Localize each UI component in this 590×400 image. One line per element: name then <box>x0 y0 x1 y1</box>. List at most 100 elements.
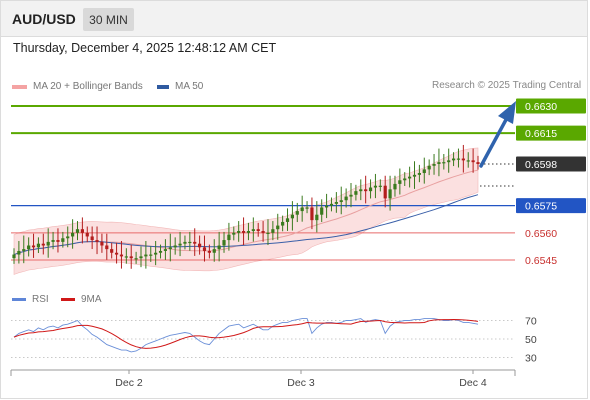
candle-body <box>290 214 294 219</box>
candle <box>251 217 255 242</box>
level-label-resistance: 0.6615 <box>525 128 557 140</box>
candle-body <box>315 214 319 221</box>
candle-body <box>310 207 314 221</box>
candle-body <box>139 256 143 259</box>
candle <box>124 248 128 264</box>
candle <box>193 228 197 256</box>
candle <box>90 226 94 250</box>
candle-body <box>119 254 124 257</box>
candle-body <box>212 249 216 253</box>
candle <box>237 221 241 242</box>
candle-body <box>373 185 378 188</box>
candle-body <box>393 183 397 190</box>
candle <box>149 246 153 262</box>
copyright-text: Research © 2025 Trading Central <box>432 80 582 91</box>
datetime-label: Thursday, December 4, 2025 12:48:12 AM C… <box>13 41 277 55</box>
candle-body <box>461 158 465 161</box>
candle-body <box>437 162 441 164</box>
candle-body <box>451 158 456 161</box>
candle-body <box>246 231 251 233</box>
candle-body <box>256 229 260 232</box>
candle <box>427 159 431 176</box>
candle <box>241 217 246 246</box>
candle-body <box>158 250 163 253</box>
rsi-tick-label: 70 <box>525 316 537 328</box>
level-label-support: 0.6560 <box>525 228 557 240</box>
candle <box>393 175 397 197</box>
candle <box>41 233 45 255</box>
candle-body <box>383 185 387 199</box>
candle <box>417 164 421 183</box>
candle-body <box>178 243 182 246</box>
candle-body <box>163 249 168 251</box>
candle <box>300 195 304 222</box>
candle-body <box>227 234 231 241</box>
candle <box>12 248 16 264</box>
candle <box>261 221 265 242</box>
candle-body <box>193 241 197 244</box>
candle <box>173 237 177 255</box>
candle-body <box>466 160 470 162</box>
legend-ma9: 9MA <box>61 294 102 305</box>
candle <box>354 184 358 201</box>
candle <box>114 242 119 264</box>
candle-body <box>388 189 392 199</box>
x-tick-label: Dec 3 <box>287 377 315 389</box>
candle-body <box>398 180 402 184</box>
candle <box>61 231 65 248</box>
timeframe-badge[interactable]: 30 MIN <box>83 8 134 31</box>
candle <box>344 188 348 208</box>
candle <box>232 226 236 241</box>
forecast-arrow-shaft <box>479 114 510 168</box>
candle <box>17 240 21 264</box>
candle <box>266 219 270 246</box>
candle-body <box>183 241 187 244</box>
candle-body <box>334 202 338 204</box>
candle <box>198 235 202 255</box>
candle <box>305 201 309 214</box>
candle <box>222 231 226 253</box>
candle-body <box>300 207 304 212</box>
candle-body <box>168 247 172 250</box>
candle-body <box>241 231 246 233</box>
candle <box>329 197 334 212</box>
candle-body <box>339 200 343 203</box>
ma50-swatch <box>157 84 169 89</box>
candle <box>339 186 343 215</box>
bollinger-band <box>13 147 479 275</box>
candle-body <box>144 254 148 257</box>
candle-body <box>27 245 31 250</box>
candle <box>227 222 231 251</box>
rsi-tick-label: 50 <box>525 334 537 346</box>
candle-body <box>412 174 417 177</box>
chart-frame <box>0 36 588 399</box>
candle <box>290 201 294 231</box>
candle-body <box>237 231 241 233</box>
candle <box>119 240 124 269</box>
candle <box>461 144 465 173</box>
ma20-label: MA 20 + Bollinger Bands <box>33 81 143 92</box>
level-label-bg-resistance <box>516 125 586 141</box>
candle <box>373 173 378 199</box>
candle-body <box>110 249 114 253</box>
candle <box>383 175 387 208</box>
candle-body <box>80 229 84 233</box>
candle <box>178 231 182 257</box>
candle-body <box>173 245 177 248</box>
symbol-label: AUD/USD <box>12 11 76 27</box>
candle-body <box>349 194 353 197</box>
candle-body <box>114 252 119 255</box>
candle <box>66 226 70 248</box>
candle-body <box>471 160 475 163</box>
x-tick-label: Dec 2 <box>115 377 143 389</box>
candle-body <box>154 252 158 255</box>
candle-body <box>105 245 109 250</box>
level-label-bg-current <box>516 156 586 172</box>
candle-body <box>295 211 299 215</box>
candle-body <box>305 207 309 209</box>
candle <box>271 221 275 241</box>
ma9-swatch <box>61 298 75 301</box>
candle-body <box>124 256 128 258</box>
candle <box>466 152 470 168</box>
